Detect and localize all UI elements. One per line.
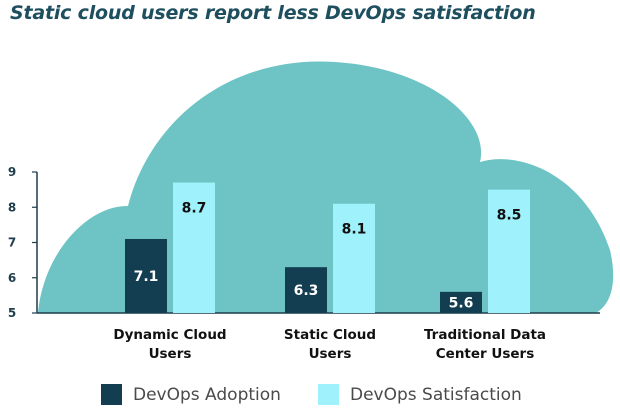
bar-value-label: 8.7 xyxy=(182,201,207,217)
bars-group: 7.1 6.3 5.6 8.7 8.1 8.5 xyxy=(125,182,530,313)
x-tick-label: Traditional Data xyxy=(424,327,546,343)
y-tick-label: 9 xyxy=(8,165,16,179)
x-tick-label: Dynamic Cloud xyxy=(113,327,226,343)
legend-item-adoption: DevOps Adoption xyxy=(101,384,281,405)
bar-adoption xyxy=(440,291,482,313)
bar-satisfaction xyxy=(333,203,375,313)
bar-satisfaction xyxy=(488,189,530,313)
bar-satisfaction xyxy=(173,182,215,313)
bar-value-label: 6.3 xyxy=(294,283,319,299)
y-tick-label: 7 xyxy=(8,236,16,250)
legend-swatch-satisfaction xyxy=(318,384,339,405)
y-axis: 5 6 7 8 9 xyxy=(8,165,38,320)
x-tick-label: Users xyxy=(149,346,192,362)
legend-swatch-adoption xyxy=(101,384,122,405)
legend-label-adoption: DevOps Adoption xyxy=(133,384,281,405)
bar-value-label: 8.5 xyxy=(497,208,522,224)
bar-adoption xyxy=(285,267,327,313)
chart-title: Static cloud users report less DevOps sa… xyxy=(10,2,536,24)
y-tick-label: 5 xyxy=(8,306,16,320)
legend-label-satisfaction: DevOps Satisfaction xyxy=(350,384,522,405)
y-tick-label: 8 xyxy=(8,200,16,214)
legend-item-satisfaction: DevOps Satisfaction xyxy=(318,384,522,405)
bar-value-label: 5.6 xyxy=(449,295,474,311)
category-labels: Dynamic Cloud Users Static Cloud Users Tradi… xyxy=(113,327,546,362)
bar-adoption xyxy=(125,238,167,313)
x-tick-label: Static Cloud xyxy=(284,327,376,343)
bar-value-label: 8.1 xyxy=(342,222,367,238)
y-tick-label: 6 xyxy=(8,271,16,285)
x-tick-label: Center Users xyxy=(436,346,535,362)
x-tick-label: Users xyxy=(309,346,352,362)
bar-value-label: 7.1 xyxy=(134,269,159,285)
